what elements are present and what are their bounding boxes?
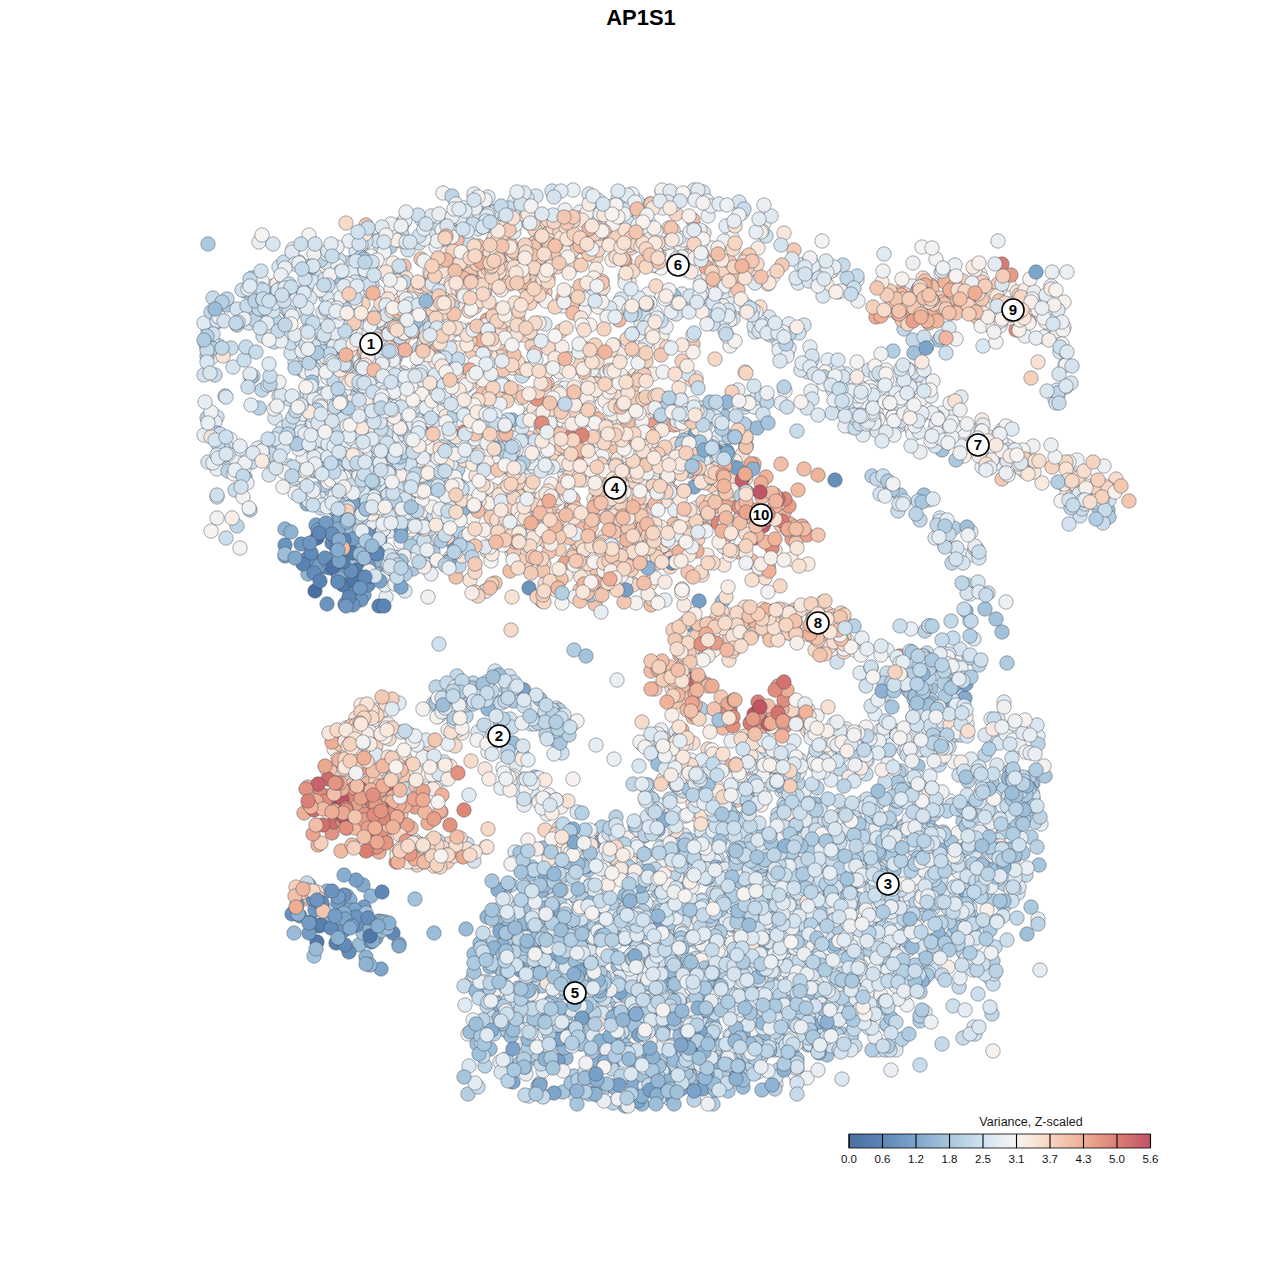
svg-text:0.0: 0.0: [841, 1153, 857, 1165]
svg-text:4.3: 4.3: [1076, 1153, 1092, 1165]
svg-text:4: 4: [611, 479, 620, 496]
svg-text:2: 2: [495, 727, 503, 744]
svg-text:7: 7: [974, 436, 982, 453]
svg-text:9: 9: [1009, 301, 1017, 318]
svg-text:3.7: 3.7: [1042, 1153, 1058, 1165]
svg-text:0.6: 0.6: [875, 1153, 891, 1165]
svg-text:8: 8: [814, 614, 822, 631]
svg-text:5.6: 5.6: [1143, 1153, 1159, 1165]
svg-text:2.5: 2.5: [975, 1153, 991, 1165]
svg-text:5: 5: [571, 984, 579, 1001]
svg-text:Variance, Z-scaled: Variance, Z-scaled: [979, 1115, 1082, 1129]
svg-text:3.1: 3.1: [1009, 1153, 1025, 1165]
svg-text:AP1S1: AP1S1: [606, 5, 676, 30]
svg-text:10: 10: [753, 506, 770, 523]
svg-text:6: 6: [674, 256, 682, 273]
svg-text:5.0: 5.0: [1109, 1153, 1125, 1165]
svg-text:3: 3: [884, 875, 892, 892]
svg-text:1: 1: [367, 335, 375, 352]
svg-text:1.2: 1.2: [908, 1153, 924, 1165]
svg-text:1.8: 1.8: [942, 1153, 958, 1165]
